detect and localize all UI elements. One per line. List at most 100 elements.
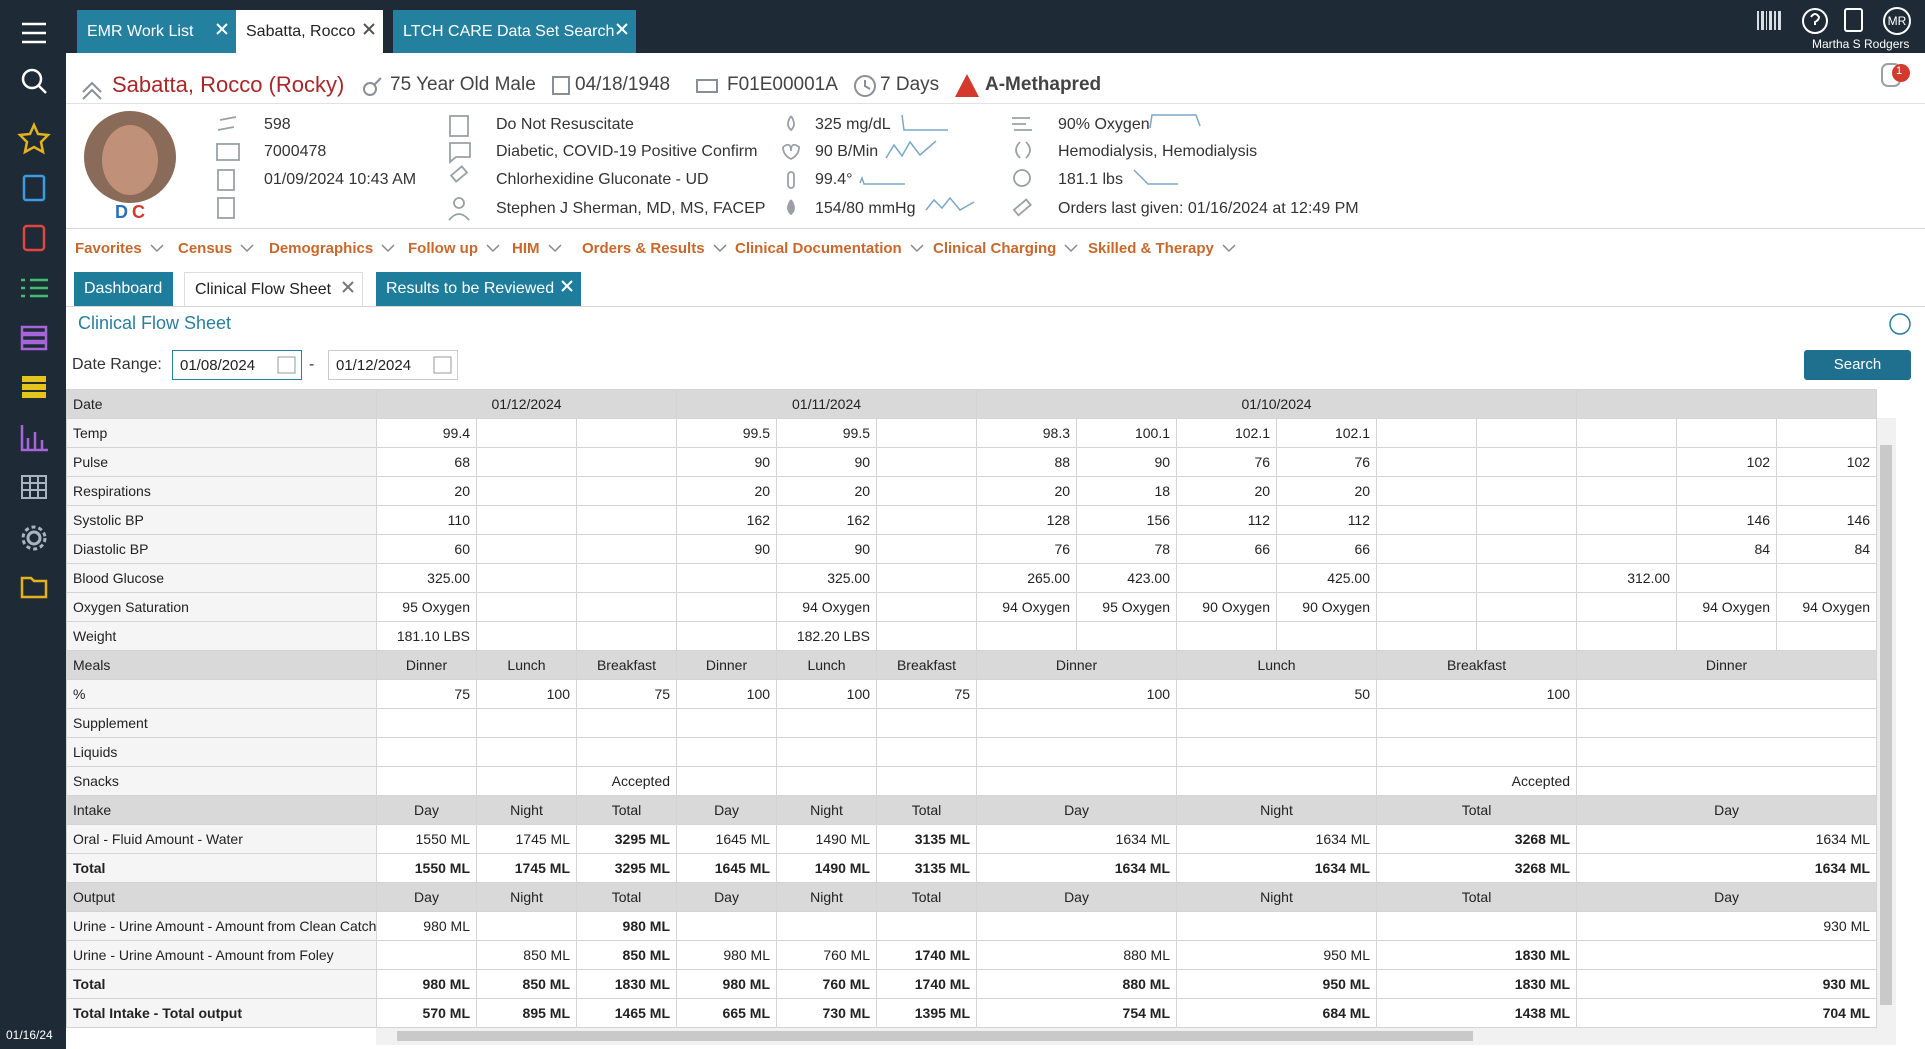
date-header [1576, 389, 1878, 419]
table-cell: 1550 ML [376, 824, 477, 854]
table-row: Date 01/12/2024 01/11/2024 01/10/2024 [66, 389, 1878, 419]
table-cell: 423.00 [1076, 563, 1178, 593]
table-row: Total Intake - Total output 570 ML 895 ML 1… [66, 998, 1878, 1028]
tab[interactable]: EMR Work List [77, 10, 236, 53]
table-cell [676, 737, 778, 767]
folder-icon[interactable] [20, 576, 48, 599]
row-label: Total [66, 969, 377, 999]
tab[interactable]: LTCH CARE Data Set Search [393, 10, 636, 53]
menu-item[interactable]: Orders & Results [582, 240, 727, 257]
calendar-icon[interactable] [433, 356, 452, 374]
table-cell [676, 766, 778, 796]
table-row: Oral - Fluid Amount - Water 1550 ML 1745 M… [66, 824, 1878, 854]
table-cell [1676, 418, 1778, 448]
menu-item[interactable]: Census [178, 240, 254, 257]
table-cell [876, 737, 978, 767]
avatar[interactable] [1883, 7, 1911, 35]
sub-tab[interactable]: Clinical Flow Sheet [184, 272, 363, 306]
notes-icon[interactable] [22, 376, 46, 398]
table-row: Meals Dinner Lunch Breakfast Dinner Lunch Brea… [66, 650, 1878, 680]
settings-icon[interactable] [21, 525, 47, 551]
search-icon[interactable] [21, 68, 47, 94]
tab[interactable]: Sabatta, Rocco [236, 10, 383, 53]
table-cell [1776, 418, 1878, 448]
close-icon[interactable] [616, 22, 628, 35]
table-cell [976, 766, 1178, 796]
table-cell: 146 [1676, 505, 1778, 535]
table-cell [1476, 447, 1578, 477]
badge-icon[interactable] [22, 224, 46, 252]
vertical-scroll-thumb[interactable] [1880, 445, 1892, 1005]
table-cell [876, 418, 978, 448]
menu-item[interactable]: Demographics [269, 240, 395, 257]
sub-tab[interactable]: Results to be Reviewed [376, 272, 581, 306]
grid-icon[interactable] [21, 475, 47, 499]
table-cell: 980 ML [376, 911, 477, 941]
row-label: Supplement [66, 708, 377, 738]
stack-icon[interactable] [20, 325, 48, 351]
menu-item[interactable]: Follow up [408, 240, 500, 257]
menu-label: Clinical Documentation [735, 240, 902, 257]
row-label: Urine - Urine Amount - Amount from Foley [66, 940, 377, 970]
table-cell [876, 447, 978, 477]
table-cell [876, 766, 978, 796]
chevron [1064, 244, 1078, 253]
table-cell: 60 [376, 534, 477, 564]
table-cell [1776, 563, 1878, 593]
sub-tab-label: Clinical Flow Sheet [195, 281, 332, 298]
table-cell [676, 708, 778, 738]
horizontal-scroll-thumb[interactable] [397, 1031, 1473, 1041]
menu-item[interactable]: HIM [512, 240, 562, 257]
clipboard-icon[interactable] [22, 174, 46, 202]
calendar-icon[interactable] [277, 356, 296, 374]
header-divider [66, 228, 1925, 229]
menu-icon[interactable] [22, 22, 46, 44]
table-cell [876, 911, 978, 941]
table-cell: 1465 ML [575, 998, 678, 1028]
menu-item[interactable]: Favorites [75, 240, 164, 257]
patient-stay: 7 Days [880, 74, 940, 95]
close-icon[interactable] [363, 22, 375, 35]
search-button[interactable]: Search [1804, 350, 1911, 380]
menu-item[interactable]: Clinical Documentation [735, 240, 924, 257]
help-icon[interactable] [1802, 8, 1828, 34]
document-icon[interactable] [1844, 8, 1863, 32]
barcode-icon[interactable] [1757, 11, 1781, 30]
date-header: 01/12/2024 [375, 389, 678, 419]
column-header: Night [776, 882, 878, 912]
close-icon[interactable] [342, 280, 354, 293]
menu-item[interactable]: Clinical Charging [933, 240, 1078, 257]
table-cell: 665 ML [676, 998, 778, 1028]
table-cell: 100 [1376, 679, 1578, 709]
help-mark [1810, 13, 1821, 25]
date-input[interactable]: 01/12/2024 [328, 350, 458, 380]
sub-tab[interactable]: Dashboard [74, 272, 173, 306]
table-cell: 325.00 [776, 563, 878, 593]
table-cell [476, 708, 577, 738]
flow-sheet-table: Date 01/12/2024 01/11/2024 01/10/2024 Temp 99… [66, 389, 1878, 1028]
table-cell [676, 911, 778, 941]
table-cell: 1745 ML [476, 824, 577, 854]
back-chevron[interactable] [82, 81, 102, 100]
help-button[interactable] [1889, 313, 1911, 335]
list-icon[interactable] [21, 278, 48, 298]
date-input[interactable]: 01/08/2024 [172, 350, 302, 380]
table-cell [876, 708, 978, 738]
table-cell: 162 [776, 505, 878, 535]
table-cell: 102.1 [1276, 418, 1378, 448]
favorites-icon[interactable] [17, 121, 51, 155]
table-cell [1476, 505, 1578, 535]
table-cell: 570 ML [376, 998, 477, 1028]
sub-tab-label: Dashboard [84, 280, 163, 297]
close-icon[interactable] [561, 280, 573, 292]
menu-item[interactable]: Skilled & Therapy [1088, 240, 1236, 257]
close-icon[interactable] [216, 22, 228, 35]
column-header: Dinner [976, 650, 1178, 680]
table-cell: 1634 ML [976, 853, 1178, 883]
table-cell: 895 ML [476, 998, 577, 1028]
table-cell: 84 [1776, 534, 1878, 564]
table-cell [575, 447, 678, 477]
table-cell: 128 [976, 505, 1078, 535]
chart-icon[interactable] [20, 425, 48, 452]
table-cell [1576, 621, 1678, 651]
